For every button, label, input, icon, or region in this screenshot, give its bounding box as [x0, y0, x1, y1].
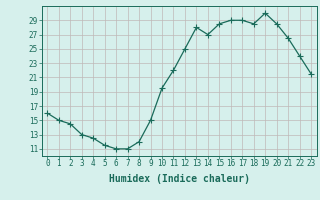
X-axis label: Humidex (Indice chaleur): Humidex (Indice chaleur)	[109, 174, 250, 184]
